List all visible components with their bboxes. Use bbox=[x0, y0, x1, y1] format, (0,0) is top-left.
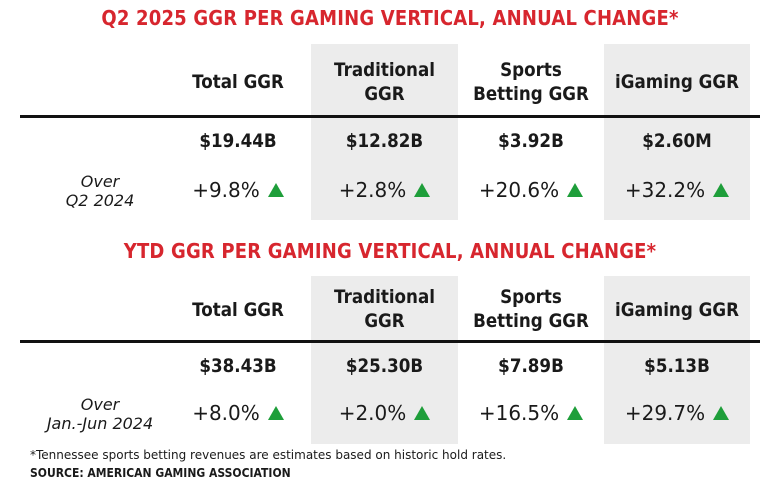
value-igaming-ggr-q2: $2.60M bbox=[642, 130, 712, 152]
header-sports-line2: Betting GGR bbox=[473, 83, 589, 105]
header-sports-ytd-line1: Sports bbox=[500, 286, 562, 308]
header-divider-1 bbox=[20, 115, 760, 118]
comparison-label-ytd: Over Jan.-Jun 2024 bbox=[30, 395, 170, 433]
comparison-label-q2-line1: Over bbox=[80, 172, 120, 191]
value-total-ggr-q2: $19.44B bbox=[199, 130, 277, 152]
change-traditional-ggr-q2: +2.8% bbox=[311, 178, 458, 202]
change-igaming-ggr-q2: +32.2% bbox=[604, 178, 750, 202]
header-sports-betting-ggr: Sports Betting GGR bbox=[467, 58, 595, 106]
header-igaming-ggr: iGaming GGR bbox=[615, 71, 739, 93]
comparison-label-ytd-line1: Over bbox=[80, 395, 120, 414]
change-total-ggr-q2-text: +9.8% bbox=[192, 178, 260, 202]
table-2-title: YTD GGR PER GAMING VERTICAL, ANNUAL CHAN… bbox=[123, 239, 657, 263]
value-total-ggr-ytd: $38.43B bbox=[199, 355, 277, 377]
green-up-triangle-icon bbox=[713, 183, 730, 197]
change-sports-ggr-ytd: +16.5% bbox=[458, 401, 604, 425]
source-credit: SOURCE: AMERICAN GAMING ASSOCIATION bbox=[30, 466, 291, 480]
change-total-ggr-q2: +9.8% bbox=[168, 178, 308, 202]
change-igaming-ggr-q2-text: +32.2% bbox=[624, 178, 706, 202]
value-sports-ggr-ytd: $7.89B bbox=[498, 355, 564, 377]
value-traditional-ggr-q2: $12.82B bbox=[345, 130, 424, 152]
change-igaming-ggr-ytd: +29.7% bbox=[604, 401, 750, 425]
change-igaming-ggr-ytd-text: +29.7% bbox=[624, 401, 706, 425]
comparison-label-q2: Over Q2 2024 bbox=[40, 172, 160, 210]
header-traditional-ggr: Traditional GGR bbox=[320, 58, 449, 106]
header-sports-ytd-line2: Betting GGR bbox=[473, 310, 589, 332]
header-sports-betting-ggr-ytd: Sports Betting GGR bbox=[467, 285, 595, 333]
change-sports-ggr-q2-text: +20.6% bbox=[478, 178, 560, 202]
change-traditional-ggr-ytd-text: +2.0% bbox=[338, 401, 407, 425]
header-divider-2 bbox=[20, 340, 760, 343]
value-sports-ggr-q2: $3.92B bbox=[498, 130, 564, 152]
header-igaming-ggr-ytd: iGaming GGR bbox=[615, 299, 739, 321]
change-total-ggr-ytd: +8.0% bbox=[168, 401, 308, 425]
table-1-title: Q2 2025 GGR PER GAMING VERTICAL, ANNUAL … bbox=[101, 6, 679, 30]
change-total-ggr-ytd-text: +8.0% bbox=[192, 401, 260, 425]
comparison-label-ytd-line2: Jan.-Jun 2024 bbox=[46, 414, 154, 433]
green-up-triangle-icon bbox=[414, 406, 431, 420]
header-traditional-ytd-line2: GGR bbox=[364, 310, 405, 332]
header-total-ggr-ytd: Total GGR bbox=[192, 299, 284, 321]
header-traditional-ggr-ytd: Traditional GGR bbox=[320, 285, 449, 333]
green-up-triangle-icon bbox=[267, 406, 284, 420]
green-up-triangle-icon bbox=[414, 183, 431, 197]
header-sports-line1: Sports bbox=[500, 59, 562, 81]
shaded-column-traditional-1 bbox=[311, 44, 458, 220]
header-traditional-line2: GGR bbox=[364, 83, 405, 105]
green-up-triangle-icon bbox=[713, 406, 730, 420]
change-sports-ggr-ytd-text: +16.5% bbox=[478, 401, 560, 425]
value-traditional-ggr-ytd: $25.30B bbox=[345, 355, 424, 377]
change-sports-ggr-q2: +20.6% bbox=[458, 178, 604, 202]
change-traditional-ggr-q2-text: +2.8% bbox=[338, 178, 407, 202]
comparison-label-q2-line2: Q2 2024 bbox=[65, 191, 135, 210]
header-traditional-ytd-line1: Traditional bbox=[334, 286, 435, 308]
shaded-column-traditional-2 bbox=[311, 276, 458, 444]
green-up-triangle-icon bbox=[567, 406, 584, 420]
value-igaming-ggr-ytd: $5.13B bbox=[644, 355, 710, 377]
change-traditional-ggr-ytd: +2.0% bbox=[311, 401, 458, 425]
header-traditional-line1: Traditional bbox=[334, 59, 435, 81]
green-up-triangle-icon bbox=[567, 183, 584, 197]
green-up-triangle-icon bbox=[267, 183, 284, 197]
footnote: *Tennessee sports betting revenues are e… bbox=[30, 448, 507, 462]
header-total-ggr: Total GGR bbox=[192, 71, 284, 93]
